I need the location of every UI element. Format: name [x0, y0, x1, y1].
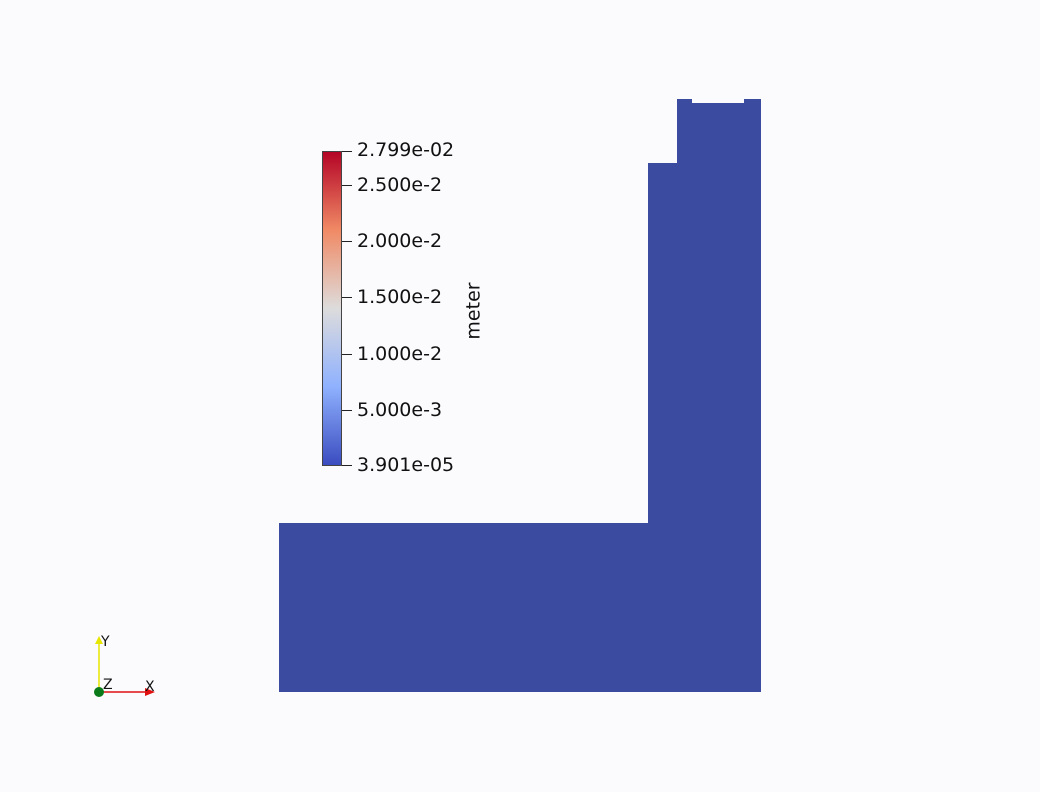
- legend-tick: [342, 354, 352, 355]
- color-legend-bar: [322, 151, 342, 466]
- legend-tick-label: 2.500e-2: [357, 174, 443, 196]
- legend-tick-label: 2.000e-2: [357, 230, 443, 252]
- legend-max-tick: [342, 151, 352, 152]
- y-axis-label: Y: [101, 634, 110, 650]
- legend-tick: [342, 297, 352, 298]
- z-axis-dot: [94, 687, 104, 697]
- legend-tick-label: 1.000e-2: [357, 343, 443, 365]
- legend-max-label: 2.799e-02: [357, 139, 455, 161]
- legend-tick-label: 5.000e-3: [357, 399, 443, 421]
- orientation-axes: [94, 636, 155, 697]
- legend-min-label: 3.901e-05: [357, 454, 455, 476]
- legend-tick-label: 1.500e-2: [357, 286, 443, 308]
- x-axis-label: X: [145, 679, 155, 695]
- mesh-top-notch: [692, 99, 744, 103]
- x-axis-arrow: [145, 688, 155, 696]
- y-axis-arrow: [95, 636, 103, 644]
- legend-tick: [342, 241, 352, 242]
- legend-tick: [342, 410, 352, 411]
- legend-unit-label: meter: [462, 282, 485, 340]
- legend-min-tick: [342, 465, 352, 466]
- z-axis-label: Z: [103, 677, 113, 693]
- legend-tick: [342, 185, 352, 186]
- l-shaped-mesh: [279, 99, 761, 692]
